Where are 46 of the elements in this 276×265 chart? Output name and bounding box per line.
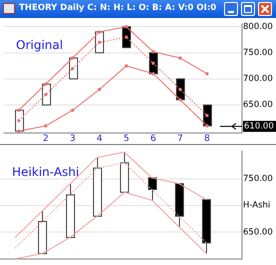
point	[124, 25, 128, 28]
candlestick	[42, 84, 51, 106]
y-tick-label: H-Ashi	[243, 200, 270, 211]
point	[98, 30, 102, 34]
point	[70, 56, 74, 60]
candlestick	[69, 58, 78, 80]
point	[178, 56, 182, 60]
point	[70, 108, 74, 112]
point	[205, 114, 209, 118]
y-tick-label: 750.00	[243, 48, 273, 58]
point	[98, 40, 102, 44]
x-tick-label: 7	[177, 134, 184, 144]
x-tick-label: 5	[123, 134, 130, 144]
y-tick-label: 750.00	[243, 174, 273, 184]
point	[205, 124, 209, 128]
x-tick-label: 8	[204, 134, 210, 144]
point	[178, 88, 182, 91]
point	[70, 66, 74, 70]
annotation: Heikin-Ashi	[12, 165, 80, 180]
point	[152, 62, 155, 65]
x-tick-label: 2	[42, 134, 49, 144]
point	[44, 82, 48, 86]
x-tick-label: 6	[150, 134, 156, 144]
point	[152, 72, 155, 76]
point	[152, 50, 155, 54]
y-tick-label: 800.00	[243, 22, 273, 32]
y-tick-label: 700.00	[243, 74, 273, 84]
point	[17, 108, 20, 112]
y-tick-label: 650.00	[243, 100, 273, 110]
point	[17, 130, 20, 133]
point	[124, 64, 128, 68]
chart-title: THEORY Daily C: N: H: L: O: B: A: V:0 OI:0	[19, 3, 216, 13]
candlestick	[176, 78, 185, 100]
point	[178, 98, 182, 102]
x-tick-label: 4	[96, 134, 103, 144]
x-tick-label: 3	[70, 134, 76, 144]
ref-line-label: 610.00	[244, 122, 274, 132]
point	[44, 124, 48, 128]
y-tick-label: 650.00	[243, 227, 273, 238]
point	[124, 36, 128, 39]
point	[17, 119, 20, 122]
line-series	[14, 162, 207, 249]
point	[98, 88, 102, 91]
annotation: Original	[16, 38, 63, 52]
point	[205, 72, 209, 76]
point	[44, 92, 48, 96]
